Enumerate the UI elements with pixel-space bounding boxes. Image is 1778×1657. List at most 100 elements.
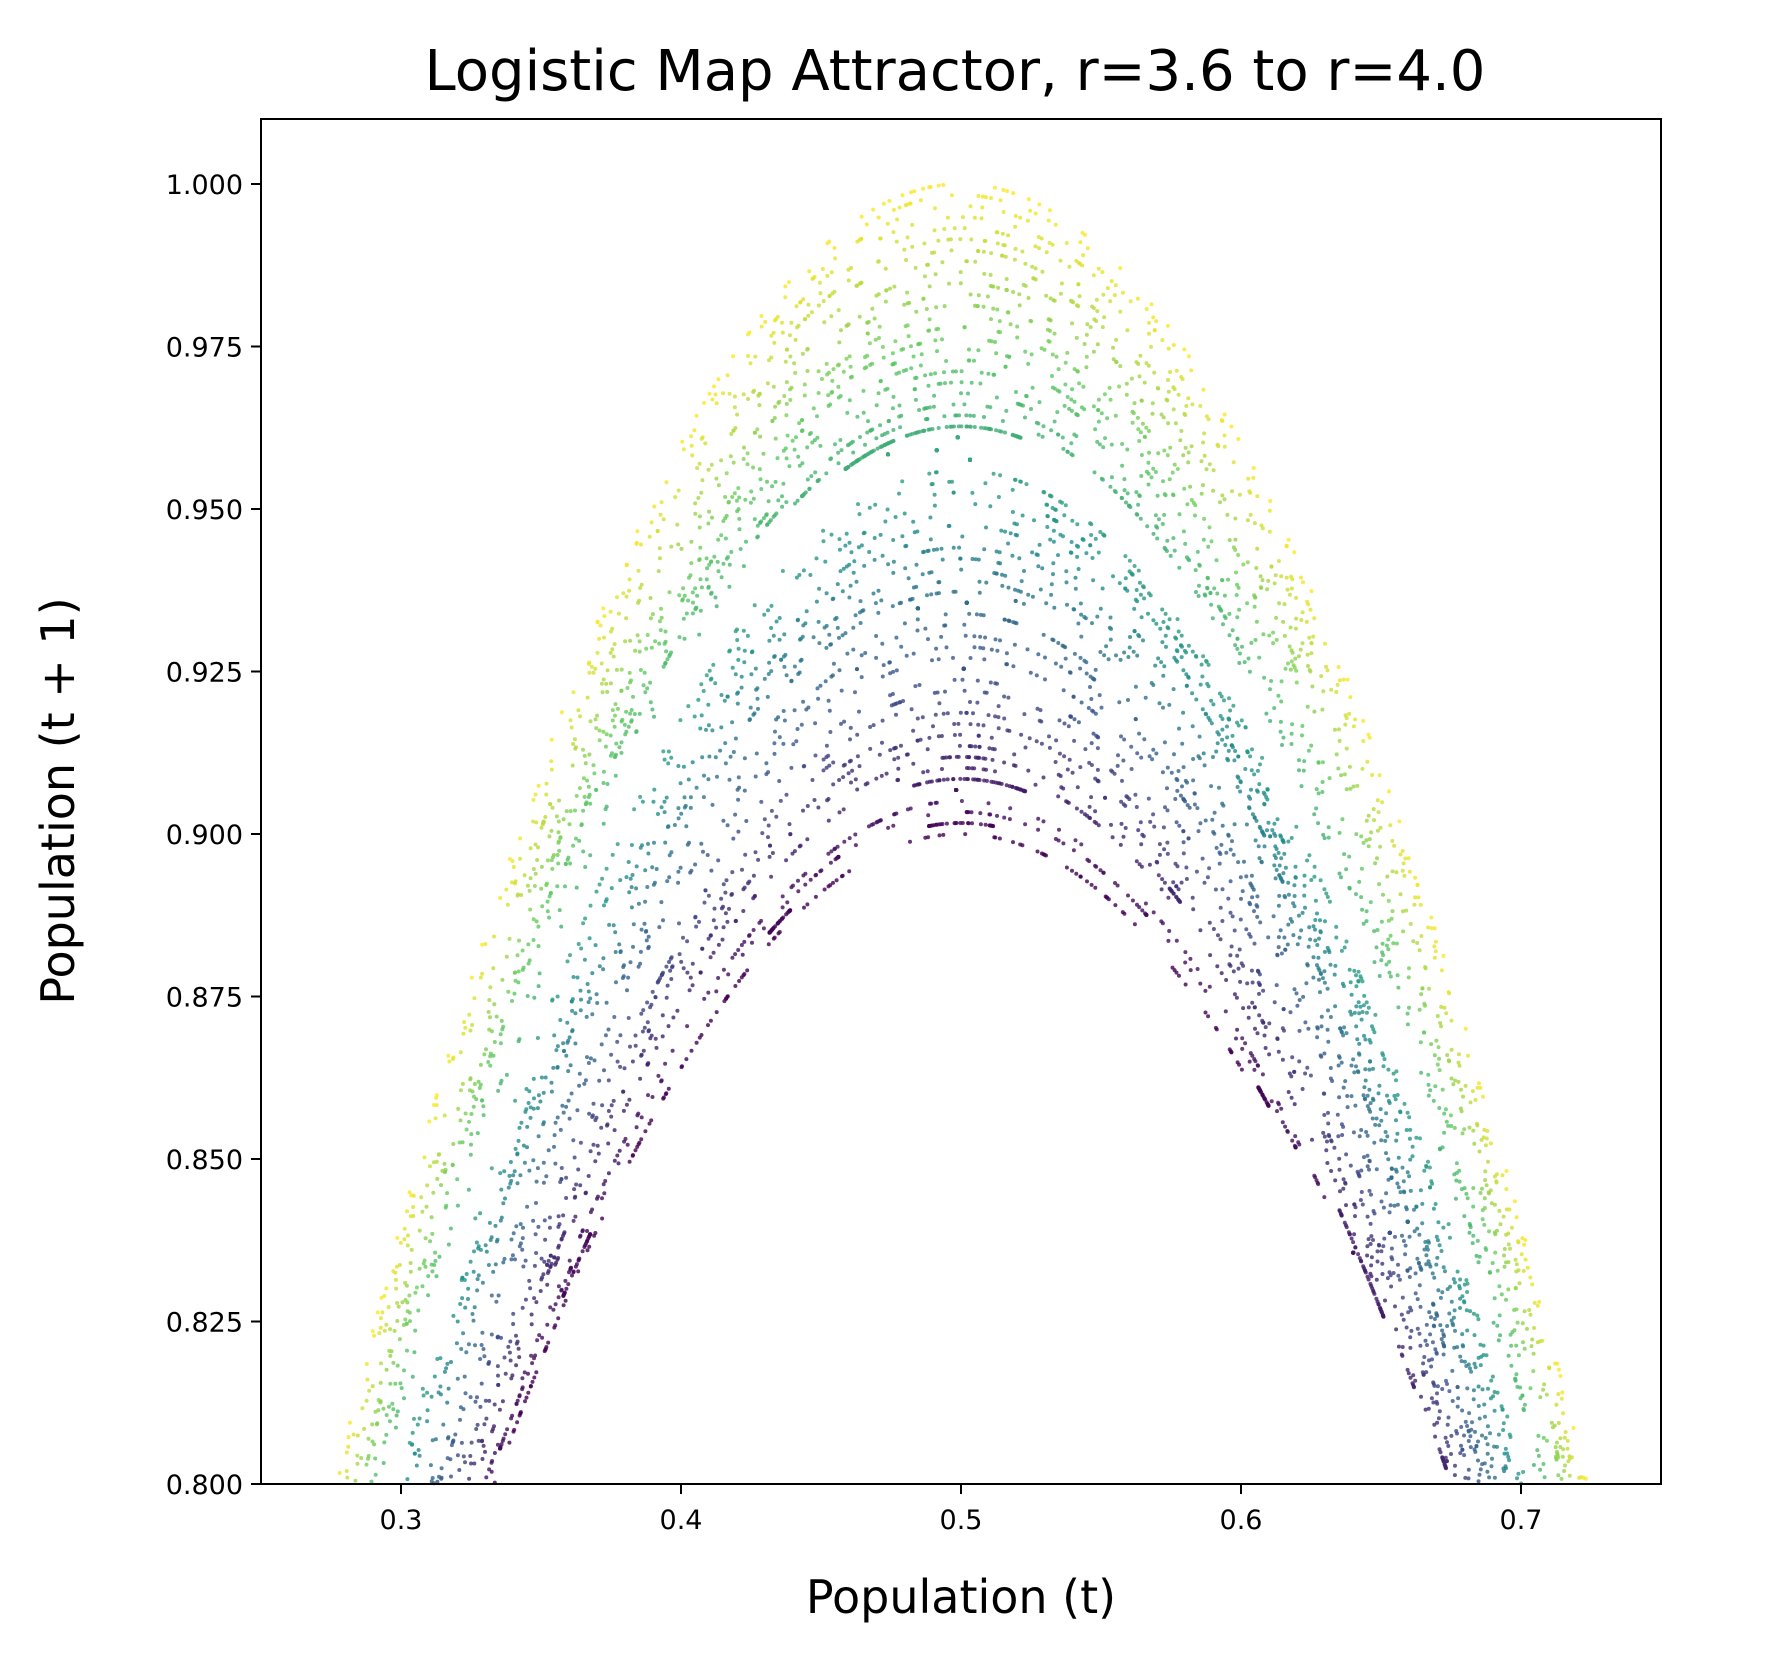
data-point	[893, 515, 898, 519]
data-point	[1119, 734, 1123, 739]
data-point	[1381, 1313, 1386, 1318]
data-point	[1055, 410, 1060, 415]
data-point	[606, 1027, 611, 1032]
data-point	[676, 869, 681, 874]
data-point	[611, 1098, 616, 1103]
data-point	[1172, 752, 1176, 757]
data-point	[1259, 829, 1264, 834]
data-point	[1422, 1247, 1427, 1252]
data-point	[481, 1104, 486, 1109]
data-point	[1013, 620, 1018, 625]
data-point	[721, 925, 726, 930]
data-point	[1405, 1011, 1410, 1016]
data-point	[1228, 847, 1233, 852]
data-point	[643, 899, 648, 904]
data-point	[681, 586, 686, 591]
data-point	[1010, 510, 1015, 514]
data-point	[921, 770, 926, 775]
data-point	[449, 1360, 453, 1364]
data-point	[1069, 441, 1074, 446]
data-point	[1207, 525, 1212, 530]
data-point	[905, 752, 910, 757]
data-point	[888, 440, 893, 445]
data-point	[556, 1284, 561, 1289]
data-point	[517, 1355, 522, 1360]
data-point	[890, 351, 895, 356]
data-point	[545, 1262, 550, 1267]
data-point	[950, 479, 954, 484]
data-point	[781, 481, 786, 486]
data-point	[749, 489, 754, 494]
data-point	[1153, 470, 1158, 474]
data-point	[1329, 1139, 1334, 1144]
data-point	[858, 435, 862, 439]
data-point	[1072, 607, 1077, 612]
data-point	[1462, 1453, 1467, 1458]
data-point	[1276, 1049, 1281, 1054]
data-point	[437, 1474, 441, 1479]
data-point	[528, 1115, 533, 1120]
data-point	[1151, 747, 1156, 752]
data-point	[880, 345, 885, 349]
data-point	[1337, 830, 1342, 835]
data-point	[1437, 1447, 1442, 1452]
data-point	[1424, 1163, 1429, 1168]
data-point	[848, 737, 852, 742]
data-point	[710, 515, 714, 520]
data-point	[1442, 1111, 1447, 1116]
data-point	[779, 657, 784, 662]
data-point	[1382, 1057, 1387, 1062]
data-point	[885, 507, 890, 512]
data-point	[659, 805, 664, 810]
data-point	[1097, 693, 1102, 698]
data-point	[652, 840, 656, 845]
data-point	[567, 1258, 572, 1263]
data-point	[644, 938, 649, 943]
data-point	[1342, 1220, 1347, 1225]
data-point	[1225, 735, 1230, 740]
data-point	[1088, 543, 1093, 548]
data-point	[771, 633, 776, 638]
data-point	[1307, 853, 1312, 858]
data-point	[1506, 1353, 1511, 1358]
data-point	[953, 413, 958, 418]
data-point	[577, 1071, 582, 1076]
data-point	[1003, 364, 1008, 369]
data-point	[473, 1399, 478, 1404]
data-point	[715, 774, 719, 779]
data-point	[1460, 1294, 1465, 1299]
data-point	[556, 1214, 561, 1219]
data-point	[891, 669, 896, 674]
data-point	[1147, 450, 1152, 455]
data-point	[656, 1073, 661, 1078]
data-point	[1411, 1384, 1416, 1389]
data-point	[590, 1012, 595, 1017]
data-point	[564, 1196, 569, 1200]
data-point	[657, 925, 662, 930]
data-point	[559, 924, 564, 929]
data-point	[835, 625, 840, 630]
data-point	[537, 971, 542, 976]
data-point	[489, 1293, 494, 1298]
data-point	[552, 1144, 556, 1149]
data-point	[1338, 1026, 1343, 1031]
data-point	[597, 1078, 602, 1083]
data-point	[638, 794, 643, 799]
data-point	[381, 1461, 386, 1465]
data-point	[1184, 683, 1189, 688]
data-point	[706, 936, 711, 941]
data-point	[1495, 1390, 1500, 1395]
data-point	[421, 1393, 426, 1398]
data-point	[661, 749, 666, 754]
data-point	[829, 390, 834, 395]
data-point	[1070, 868, 1074, 873]
data-point	[384, 1413, 389, 1418]
data-point	[1047, 745, 1052, 750]
data-point	[1234, 593, 1239, 597]
data-point	[1368, 1221, 1373, 1226]
data-point	[1227, 633, 1232, 638]
data-point	[742, 939, 747, 944]
data-point	[856, 545, 861, 550]
data-point	[1300, 910, 1305, 915]
data-point	[437, 1254, 442, 1259]
